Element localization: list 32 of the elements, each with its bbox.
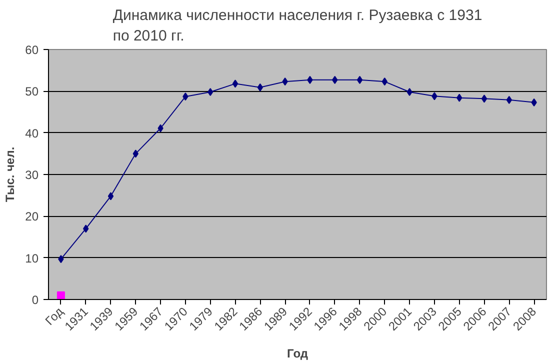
point: [332, 76, 338, 84]
point: [208, 88, 214, 96]
y-tick-label: 30: [25, 168, 39, 182]
point: [456, 94, 462, 102]
point: [307, 76, 313, 84]
point: [83, 224, 89, 233]
point: [506, 96, 512, 104]
point: [182, 92, 188, 101]
point: [356, 76, 363, 84]
point: [132, 150, 138, 158]
y-tick-label: 10: [25, 251, 39, 266]
y-tick-label: 20: [25, 210, 39, 224]
point: [257, 83, 263, 92]
y-tick-label: 40: [25, 126, 39, 140]
y-tick-label: 0: [32, 293, 39, 307]
point: [432, 92, 438, 100]
y-tick-label: 50: [25, 84, 39, 99]
y-tick-label: 60: [25, 43, 39, 57]
point: [481, 94, 488, 103]
point: [158, 124, 164, 132]
x-tick-label: Год: [42, 304, 66, 328]
point: [56, 291, 65, 300]
x-axis-title: Год: [287, 346, 308, 360]
point: [531, 98, 537, 106]
point: [382, 78, 388, 86]
point: [108, 192, 114, 200]
point: [406, 88, 412, 96]
chart-title: Динамика численности населения г. Рузаевка с 1931 по 2010 гг.: [112, 7, 482, 44]
point: [58, 255, 64, 264]
y-axis-title: Тыс. чел.: [3, 146, 18, 202]
point: [282, 78, 288, 86]
point: [232, 80, 238, 88]
